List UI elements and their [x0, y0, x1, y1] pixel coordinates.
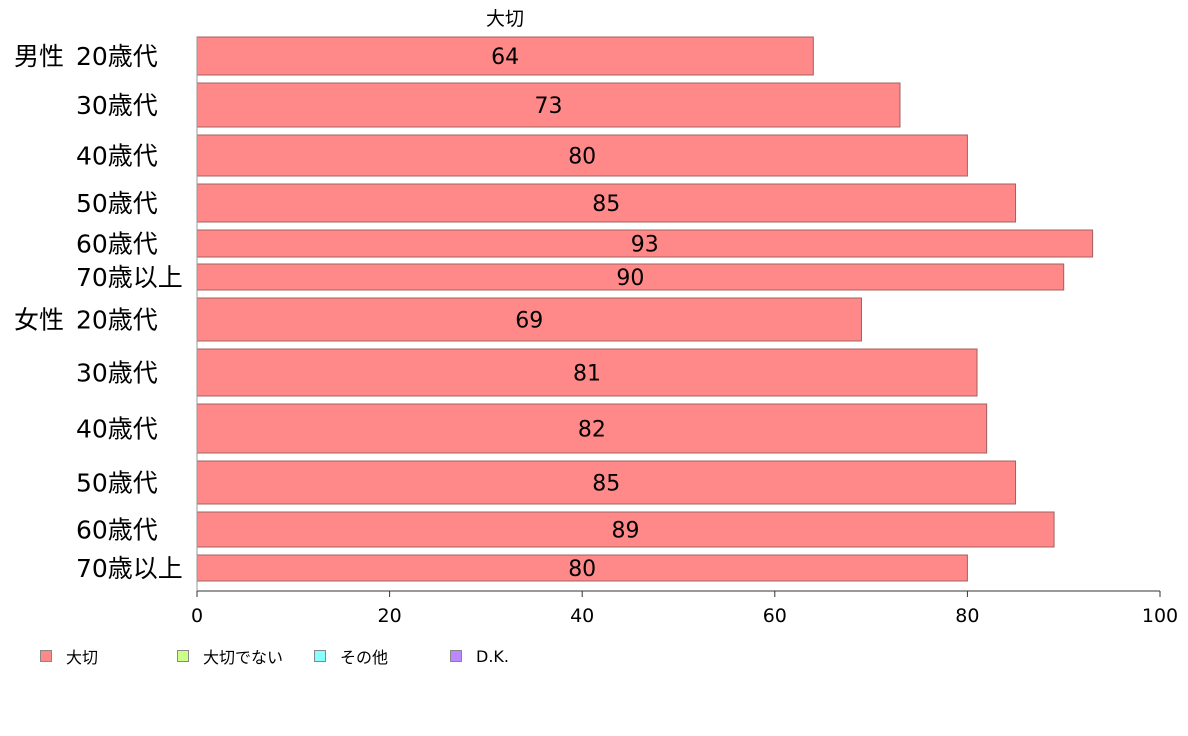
legend-label: 大切でない — [203, 648, 284, 667]
bar-value-label: 85 — [592, 192, 620, 217]
bar-value-label: 93 — [631, 233, 659, 258]
x-tick-label: 100 — [1142, 605, 1178, 627]
category-label: 30歳代 — [76, 91, 158, 120]
category-label: 40歳代 — [76, 142, 158, 171]
legend-swatch — [177, 650, 189, 662]
bar-value-label: 82 — [578, 418, 606, 443]
bar-value-label: 69 — [515, 309, 543, 334]
bar — [196, 183, 1017, 223]
x-tick-label: 20 — [378, 605, 402, 627]
x-tick-label: 40 — [570, 605, 594, 627]
legend-item-important: 大切 — [40, 644, 177, 668]
category-labels: 20歳代男性30歳代40歳代50歳代60歳代70歳以上20歳代女性30歳代40歳… — [14, 42, 183, 583]
bar-value-label: 81 — [573, 362, 601, 387]
legend-swatch — [40, 650, 52, 662]
legend-label: その他 — [340, 648, 389, 667]
category-label: 20歳代 — [76, 42, 158, 71]
legend-swatch — [314, 650, 326, 662]
series-label-top: 大切 — [486, 8, 524, 30]
bar-value-label: 80 — [568, 145, 596, 170]
bar — [196, 36, 814, 76]
x-tick-label: 60 — [763, 605, 787, 627]
bar — [196, 297, 862, 342]
legend-label: 大切 — [66, 648, 99, 667]
bar — [196, 82, 901, 128]
bar — [196, 134, 968, 177]
group-label: 男性 — [14, 42, 64, 71]
bar-value-label: 80 — [568, 557, 596, 582]
legend-label: D.K. — [476, 646, 509, 666]
category-label: 60歳代 — [76, 230, 158, 259]
bar — [196, 229, 1094, 258]
bar-value-label: 64 — [491, 45, 519, 70]
category-label: 40歳代 — [76, 415, 158, 444]
category-label: 50歳代 — [76, 189, 158, 218]
legend-swatch — [450, 650, 462, 662]
category-label: 70歳以上 — [76, 554, 183, 583]
category-label: 50歳代 — [76, 469, 158, 498]
category-label: 30歳代 — [76, 359, 158, 388]
legend-item-not-important: 大切でない — [177, 644, 314, 668]
x-tick-label: 80 — [955, 605, 979, 627]
category-label: 70歳以上 — [76, 263, 183, 292]
x-tick-label: 0 — [191, 605, 203, 627]
category-label: 60歳代 — [76, 516, 158, 545]
legend: 大切 大切でない その他 D.K. — [40, 645, 509, 667]
bar-value-label: 73 — [534, 94, 562, 119]
bars-group: 64 73 80 85 93 90 69 81 82 85 89 80 — [196, 36, 1094, 582]
legend-item-other: その他 — [314, 644, 450, 668]
bar — [196, 554, 968, 582]
legend-item-dk: D.K. — [450, 647, 509, 666]
bar-value-label: 85 — [592, 472, 620, 497]
x-axis: 0 20 40 60 80 100 — [191, 37, 1178, 627]
category-label: 20歳代 — [76, 306, 158, 335]
bar — [196, 511, 1055, 548]
bar-value-label: 89 — [612, 519, 640, 544]
bar-value-label: 90 — [616, 266, 644, 291]
group-label: 女性 — [14, 306, 64, 335]
bar — [196, 460, 1017, 505]
